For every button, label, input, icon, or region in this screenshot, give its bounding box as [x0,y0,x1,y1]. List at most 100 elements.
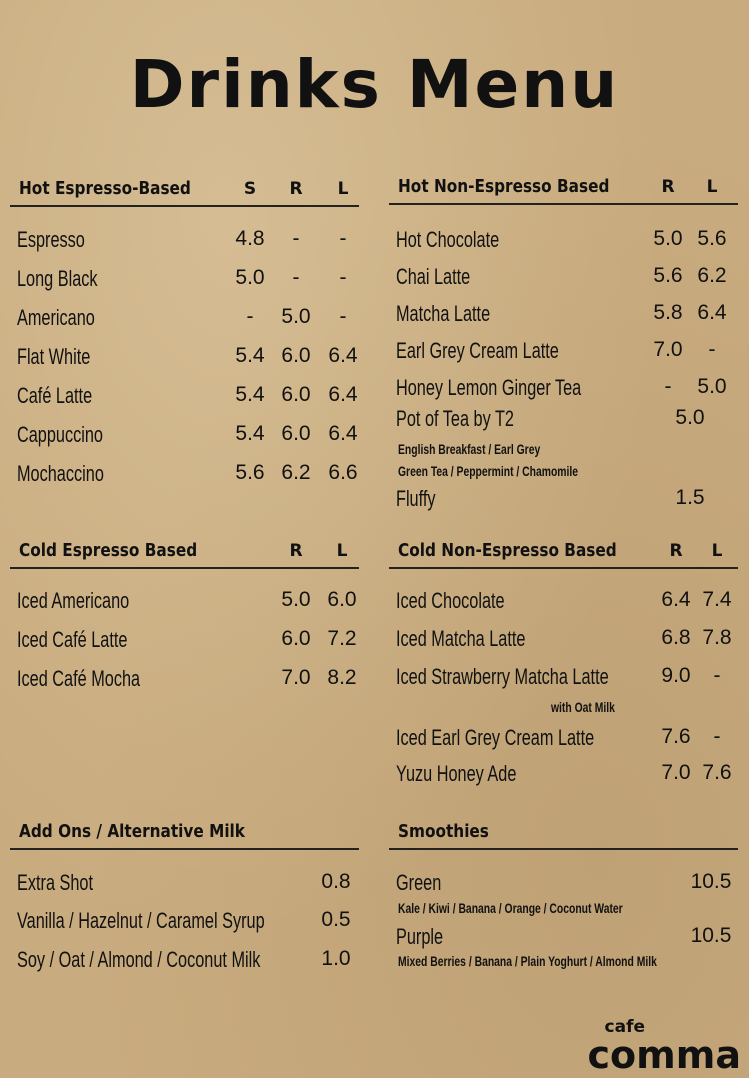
menu-item-price: 6.4 [661,588,691,611]
column-header: R [289,541,303,561]
menu-item-price: 5.0 [281,305,311,328]
menu-item-price: 6.8 [661,626,691,649]
menu-item-name: Matcha Latte [396,301,491,326]
menu-item-name: Soy / Oat / Almond / Coconut Milk [17,947,261,972]
menu-item-name: Purple [396,924,444,949]
column-header: R [661,177,675,197]
menu-item-price: - [713,664,721,687]
menu-item-name: Iced Café Latte [17,627,128,652]
menu-item-name: Espresso [17,227,85,252]
menu-item-price: - [664,375,672,398]
menu-item-description: Mixed Berries / Banana / Plain Yoghurt /… [398,953,657,969]
logo-line1: cafe [604,1017,645,1037]
menu-item-name: Iced Earl Grey Cream Latte [396,725,595,750]
menu-item-price: 6.0 [281,344,311,367]
menu-item-description: Green Tea / Peppermint / Chamomile [398,463,579,479]
menu-item-name: Hot Chocolate [396,227,500,252]
menu-item-name: Green [396,870,442,895]
section-divider [10,205,359,207]
menu-item-price: 8.2 [327,666,357,689]
menu-item-price: 5.0 [697,375,727,398]
menu-item-price: 5.0 [675,406,705,429]
column-header: S [243,179,257,199]
menu-item-name: Honey Lemon Ginger Tea [396,375,582,400]
menu-item-price: 5.6 [697,227,727,250]
menu-item-price: 5.4 [235,344,265,367]
menu-item-price: 1.5 [675,486,705,509]
section-divider [389,848,738,850]
menu-item-name: Café Latte [17,383,93,408]
menu-item-name: Iced Café Mocha [17,666,141,691]
menu-item-price: 6.0 [281,383,311,406]
menu-item-price: 7.0 [661,761,691,784]
menu-item-price: 6.6 [328,461,358,484]
menu-item-price: 5.8 [653,301,683,324]
menu-item-price: 6.4 [328,344,358,367]
menu-item-price: 6.4 [328,383,358,406]
section-title-cold-espresso: Cold Espresso Based [19,540,198,561]
section-title-hot-non-espresso: Hot Non-Espresso Based [398,176,610,197]
menu-item-price: 7.8 [702,626,732,649]
menu-item-price: 7.6 [661,725,691,748]
column-header: L [711,541,723,561]
menu-item-price: 5.6 [235,461,265,484]
menu-item-price: 6.0 [281,627,311,650]
menu-item-price: 7.2 [327,627,357,650]
cafe-comma-logo: cafe comma [587,1017,741,1077]
section-divider [389,567,738,569]
menu-item-name: Vanilla / Hazelnut / Caramel Syrup [17,908,265,933]
menu-item-name: Iced Chocolate [396,588,505,613]
menu-item-price: 6.4 [697,301,727,324]
menu-item-price: 5.4 [235,422,265,445]
menu-item-price: 10.5 [690,924,732,947]
menu-item-price: 1.0 [321,947,351,970]
menu-item-price: 4.8 [235,227,265,250]
logo-line2: comma [587,1033,741,1077]
section-title-hot-espresso: Hot Espresso-Based [19,178,191,199]
section-divider [10,567,359,569]
column-header: L [706,177,718,197]
menu-item-price: - [292,266,300,289]
menu-item-price: 7.4 [702,588,732,611]
menu-item-price: - [708,338,716,361]
menu-item-name: Mochaccino [17,461,104,486]
menu-item-price: 5.0 [653,227,683,250]
menu-item-price: 5.0 [235,266,265,289]
section-title-smoothies: Smoothies [398,821,489,842]
menu-item-price: 5.0 [281,588,311,611]
menu-item-price: 7.0 [653,338,683,361]
menu-item-price: - [339,305,347,328]
menu-item-name: Fluffy [396,486,436,511]
section-title-add-ons: Add Ons / Alternative Milk [19,821,245,842]
menu-item-name: Iced Strawberry Matcha Latte [396,664,609,689]
column-header: R [669,541,683,561]
menu-item-price: 5.6 [653,264,683,287]
menu-item-price: 7.0 [281,666,311,689]
menu-item-description: with Oat Milk [551,699,615,715]
column-header: L [336,541,348,561]
menu-item-price: 0.5 [321,908,351,931]
menu-item-name: Flat White [17,344,91,369]
menu-item-price: 6.2 [281,461,311,484]
menu-item-description: English Breakfast / Earl Grey [398,441,541,457]
menu-item-name: Extra Shot [17,870,94,895]
menu-item-name: Chai Latte [396,264,471,289]
section-divider [10,848,359,850]
menu-item-price: - [292,227,300,250]
menu-item-name: Yuzu Honey Ade [396,761,517,786]
menu-item-price: 0.8 [321,870,351,893]
menu-item-name: Americano [17,305,95,330]
menu-item-price: 7.6 [702,761,732,784]
column-header: R [289,179,303,199]
menu-item-name: Cappuccino [17,422,103,447]
menu-item-price: 6.4 [328,422,358,445]
menu-item-price: 9.0 [661,664,691,687]
menu-item-price: 6.0 [327,588,357,611]
menu-item-name: Earl Grey Cream Latte [396,338,559,363]
menu-item-description: Kale / Kiwi / Banana / Orange / Coconut … [398,900,623,916]
menu-item-price: - [339,227,347,250]
menu-item-price: 10.5 [690,870,732,893]
menu-item-price: - [246,305,254,328]
menu-item-price: 5.4 [235,383,265,406]
menu-item-price: 6.0 [281,422,311,445]
